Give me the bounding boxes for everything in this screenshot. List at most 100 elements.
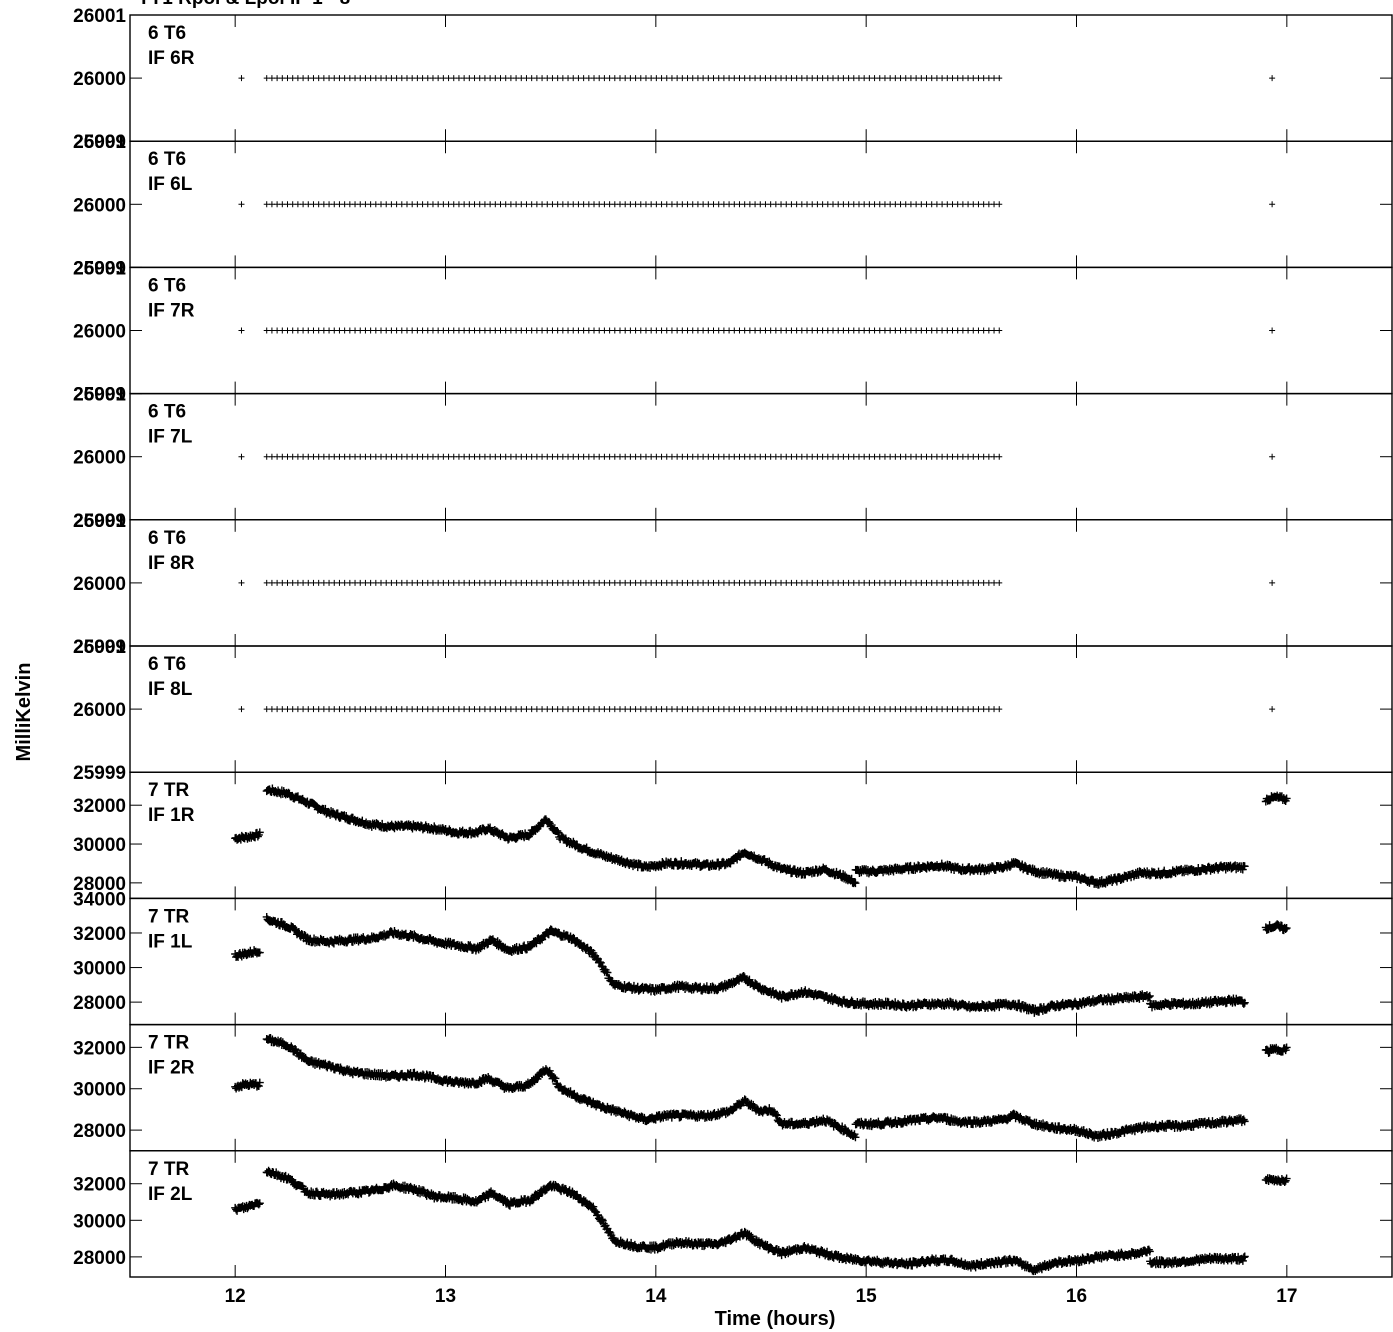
data-point — [746, 75, 753, 82]
data-point — [793, 201, 800, 208]
data-point — [554, 201, 561, 208]
data-point — [881, 706, 888, 713]
data-point — [496, 1193, 505, 1202]
data-point — [783, 579, 790, 586]
data-point — [798, 327, 805, 334]
data-point — [378, 579, 385, 586]
data-point — [445, 453, 452, 460]
data-point — [502, 579, 509, 586]
data-point — [970, 453, 977, 460]
y-tick-label: 26000 — [73, 195, 126, 216]
data-point — [632, 579, 639, 586]
data-point — [471, 453, 478, 460]
data-point — [871, 579, 878, 586]
data-point — [845, 327, 852, 334]
data-point — [736, 75, 743, 82]
data-point — [892, 706, 899, 713]
data-point — [528, 453, 535, 460]
data-point — [866, 75, 873, 82]
data-point — [793, 75, 800, 82]
data-point — [487, 453, 494, 460]
data-point — [507, 579, 514, 586]
data-point — [975, 579, 982, 586]
data-point — [466, 327, 473, 334]
data-point — [679, 201, 686, 208]
data-point — [398, 706, 405, 713]
data-point — [632, 327, 639, 334]
data-point — [525, 830, 534, 839]
data-point — [372, 201, 379, 208]
data-point — [518, 75, 525, 82]
data-point — [346, 706, 353, 713]
data-point — [954, 75, 961, 82]
data-point — [326, 75, 333, 82]
y-tick-label: 30000 — [73, 1211, 126, 1232]
data-point — [918, 327, 925, 334]
data-point — [570, 579, 577, 586]
data-point — [933, 327, 940, 334]
data-point — [741, 453, 748, 460]
data-point — [440, 453, 447, 460]
data-point — [255, 1078, 264, 1087]
data-point — [336, 327, 343, 334]
data-point — [544, 327, 551, 334]
data-point — [835, 327, 842, 334]
data-point — [923, 453, 930, 460]
data-point — [892, 327, 899, 334]
data-point — [783, 201, 790, 208]
data-point — [819, 327, 826, 334]
data-point — [305, 706, 312, 713]
data-point — [1162, 1124, 1171, 1133]
data-point — [403, 579, 410, 586]
data-point — [944, 453, 951, 460]
data-point — [455, 706, 462, 713]
data-point — [255, 948, 264, 957]
data-point — [315, 201, 322, 208]
data-point — [902, 453, 909, 460]
data-point — [918, 579, 925, 586]
data-point — [476, 201, 483, 208]
data-point — [320, 579, 327, 586]
data-point — [985, 201, 992, 208]
data-point — [1281, 924, 1290, 933]
data-point — [674, 75, 681, 82]
data-point — [887, 75, 894, 82]
data-point — [284, 201, 291, 208]
data-point — [289, 75, 296, 82]
data-point — [689, 327, 696, 334]
data-point — [549, 201, 556, 208]
data-point — [507, 75, 514, 82]
data-point — [845, 75, 852, 82]
data-point — [881, 453, 888, 460]
data-point — [559, 327, 566, 334]
data-point — [648, 327, 655, 334]
data-point — [601, 75, 608, 82]
data-point — [771, 1110, 780, 1119]
data-point — [663, 75, 670, 82]
data-point — [975, 327, 982, 334]
data-point — [331, 453, 338, 460]
data-point — [668, 327, 675, 334]
data-point — [845, 706, 852, 713]
panel-frame — [129, 771, 1393, 900]
data-point — [648, 75, 655, 82]
data-point — [720, 75, 727, 82]
data-point — [959, 201, 966, 208]
data-point — [809, 579, 816, 586]
data-point — [534, 1192, 543, 1201]
data-point — [897, 75, 904, 82]
data-point — [238, 201, 245, 208]
data-point — [294, 706, 301, 713]
data-point — [601, 579, 608, 586]
data-point — [554, 75, 561, 82]
data-point — [772, 201, 779, 208]
data-point — [388, 706, 395, 713]
data-point — [254, 1082, 263, 1091]
data-point — [357, 201, 364, 208]
data-point — [331, 327, 338, 334]
data-point — [933, 201, 940, 208]
data-point — [965, 201, 972, 208]
data-point — [689, 453, 696, 460]
data-point — [767, 579, 774, 586]
data-point — [565, 75, 572, 82]
